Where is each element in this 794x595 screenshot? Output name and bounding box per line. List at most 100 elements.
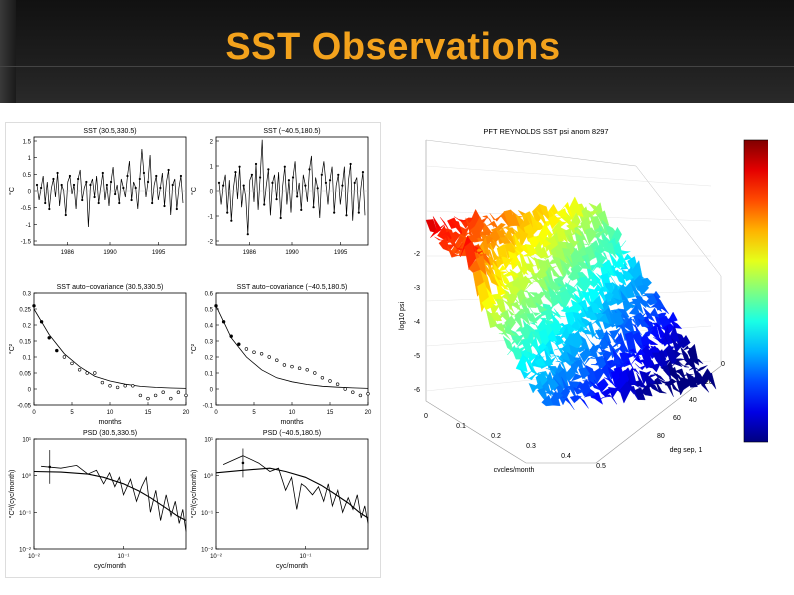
surface-y-tick-2: 40 (689, 397, 697, 404)
x-tick-label-2-3: 15 (145, 410, 152, 416)
sst-point-0-60 (159, 186, 162, 190)
y-tick-label-5-3: 10⁻² (201, 548, 213, 554)
surface-cell (587, 288, 600, 307)
surface-cell (524, 373, 537, 381)
x-tick-label-3-3: 15 (327, 410, 334, 416)
sst-point-1-40 (300, 208, 303, 211)
sst-point-1-36 (291, 176, 295, 179)
surface-cell (425, 219, 438, 234)
surface-cell (505, 262, 518, 266)
surface-cell (676, 380, 689, 396)
sst-point-1-64 (349, 162, 352, 166)
acov-point-3-19 (358, 393, 363, 398)
sst-point-0-14 (64, 213, 67, 217)
surface-cell (554, 248, 567, 263)
acov-point-2-7 (85, 371, 89, 375)
surface-cell (577, 262, 590, 269)
surface-cell (430, 226, 443, 238)
sst-point-1-14 (246, 233, 249, 236)
y-axis-label-1: °C (190, 187, 198, 195)
surface-cell (506, 271, 519, 277)
surface-cell (610, 341, 623, 349)
axes-frame-4 (33, 438, 187, 550)
surface-cell (536, 245, 549, 259)
sst-series-line-1 (218, 139, 366, 235)
y-tick-label-3-0: 0.6 (205, 292, 214, 298)
surface-cell (569, 289, 581, 296)
surface-cell (657, 335, 670, 347)
surface-grid-0 (425, 165, 712, 187)
sst-point-0-68 (175, 207, 178, 211)
surface-x-tick-4: 0.4 (561, 453, 571, 460)
surface-cell (619, 381, 632, 404)
sst-point-0-54 (146, 180, 150, 184)
x-tick-label-1-2: 1995 (334, 250, 348, 256)
surface-cell (551, 355, 563, 361)
surface-z-tick-0: -2 (414, 251, 420, 258)
surface-cell (488, 229, 501, 247)
sst-point-1-50 (320, 173, 323, 176)
acov-point-3-5 (252, 350, 256, 354)
y-tick-label-3-3: 0.3 (205, 340, 214, 346)
surface-cell (570, 229, 583, 236)
surface-cell (630, 322, 643, 336)
surface-cell (677, 359, 690, 368)
chart-title-2: SST auto−covariance (30.5,330.5) (57, 284, 164, 291)
y-tick-label-3-4: 0.2 (205, 356, 214, 362)
sst-point-1-12 (242, 184, 245, 187)
sst-point-1-6 (230, 219, 233, 222)
sst-point-0-4 (44, 201, 47, 205)
y-tick-label-2-5: 0.05 (19, 372, 31, 378)
y-tick-label-0-3: 0 (28, 190, 32, 196)
y-axis-label-2: °C² (8, 343, 16, 354)
acov-point-2-1 (39, 320, 44, 324)
axes-frame-3 (215, 292, 369, 406)
surface-cell (505, 327, 518, 336)
header-divider (0, 66, 794, 67)
y-tick-label-5-0: 10¹ (204, 438, 213, 444)
x-axis-label-2: months (99, 419, 122, 426)
acov-point-3-13 (313, 371, 317, 375)
x-tick-label-3-4: 20 (365, 410, 372, 416)
sst-point-1-42 (304, 184, 307, 187)
acov-point-2-10 (108, 384, 112, 388)
acov-point-2-0 (32, 304, 36, 308)
y-tick-label-2-6: 0 (28, 388, 32, 394)
surface-cell (481, 296, 494, 311)
surface-z-tick-1: -3 (414, 285, 420, 292)
surface-cell (541, 394, 554, 407)
sst-point-0-40 (118, 201, 121, 205)
psi-surface-figure: PFT REYNOLDS SST psi anom 8297 -2 -3 -4 -5 -6… (399, 127, 779, 474)
sst-point-0-30 (97, 201, 100, 205)
surface-cell (630, 354, 643, 366)
acov-point-3-12 (305, 368, 309, 372)
x-tick-label-3-0: 0 (214, 410, 218, 416)
sst-point-0-24 (85, 180, 88, 184)
slide-title-text: SST Observations (225, 26, 561, 68)
psd-error-center-4 (48, 465, 52, 469)
sst-point-0-64 (167, 168, 170, 172)
surface-z-tick-2: -4 (414, 319, 420, 326)
surface-cell (593, 379, 606, 396)
acov-point-2-8 (93, 371, 97, 375)
acov-point-3-4 (244, 347, 249, 351)
surface-cell (634, 363, 647, 371)
acov-point-2-12 (123, 384, 127, 388)
y-axis-label-0: °C (8, 187, 16, 195)
sst-point-0-10 (56, 171, 59, 175)
surface-cell (578, 367, 591, 380)
sst-point-0-50 (138, 177, 141, 181)
sst-point-0-38 (114, 192, 117, 196)
acov-point-3-11 (297, 366, 302, 370)
surface-cell (547, 215, 560, 230)
surface-cell (581, 242, 594, 245)
y-tick-label-3-7: -0.1 (203, 404, 214, 410)
surface-cell (604, 242, 617, 259)
y-axis-label-5: °C²/(cyc/month) (190, 470, 198, 519)
x-tick-label-0-0: 1986 (61, 250, 75, 256)
acov-point-3-17 (343, 387, 347, 391)
surface-cell (643, 307, 656, 323)
sst-point-1-52 (324, 181, 328, 184)
y-tick-label-0-2: 0.5 (23, 173, 32, 179)
surface-cell (535, 301, 548, 313)
